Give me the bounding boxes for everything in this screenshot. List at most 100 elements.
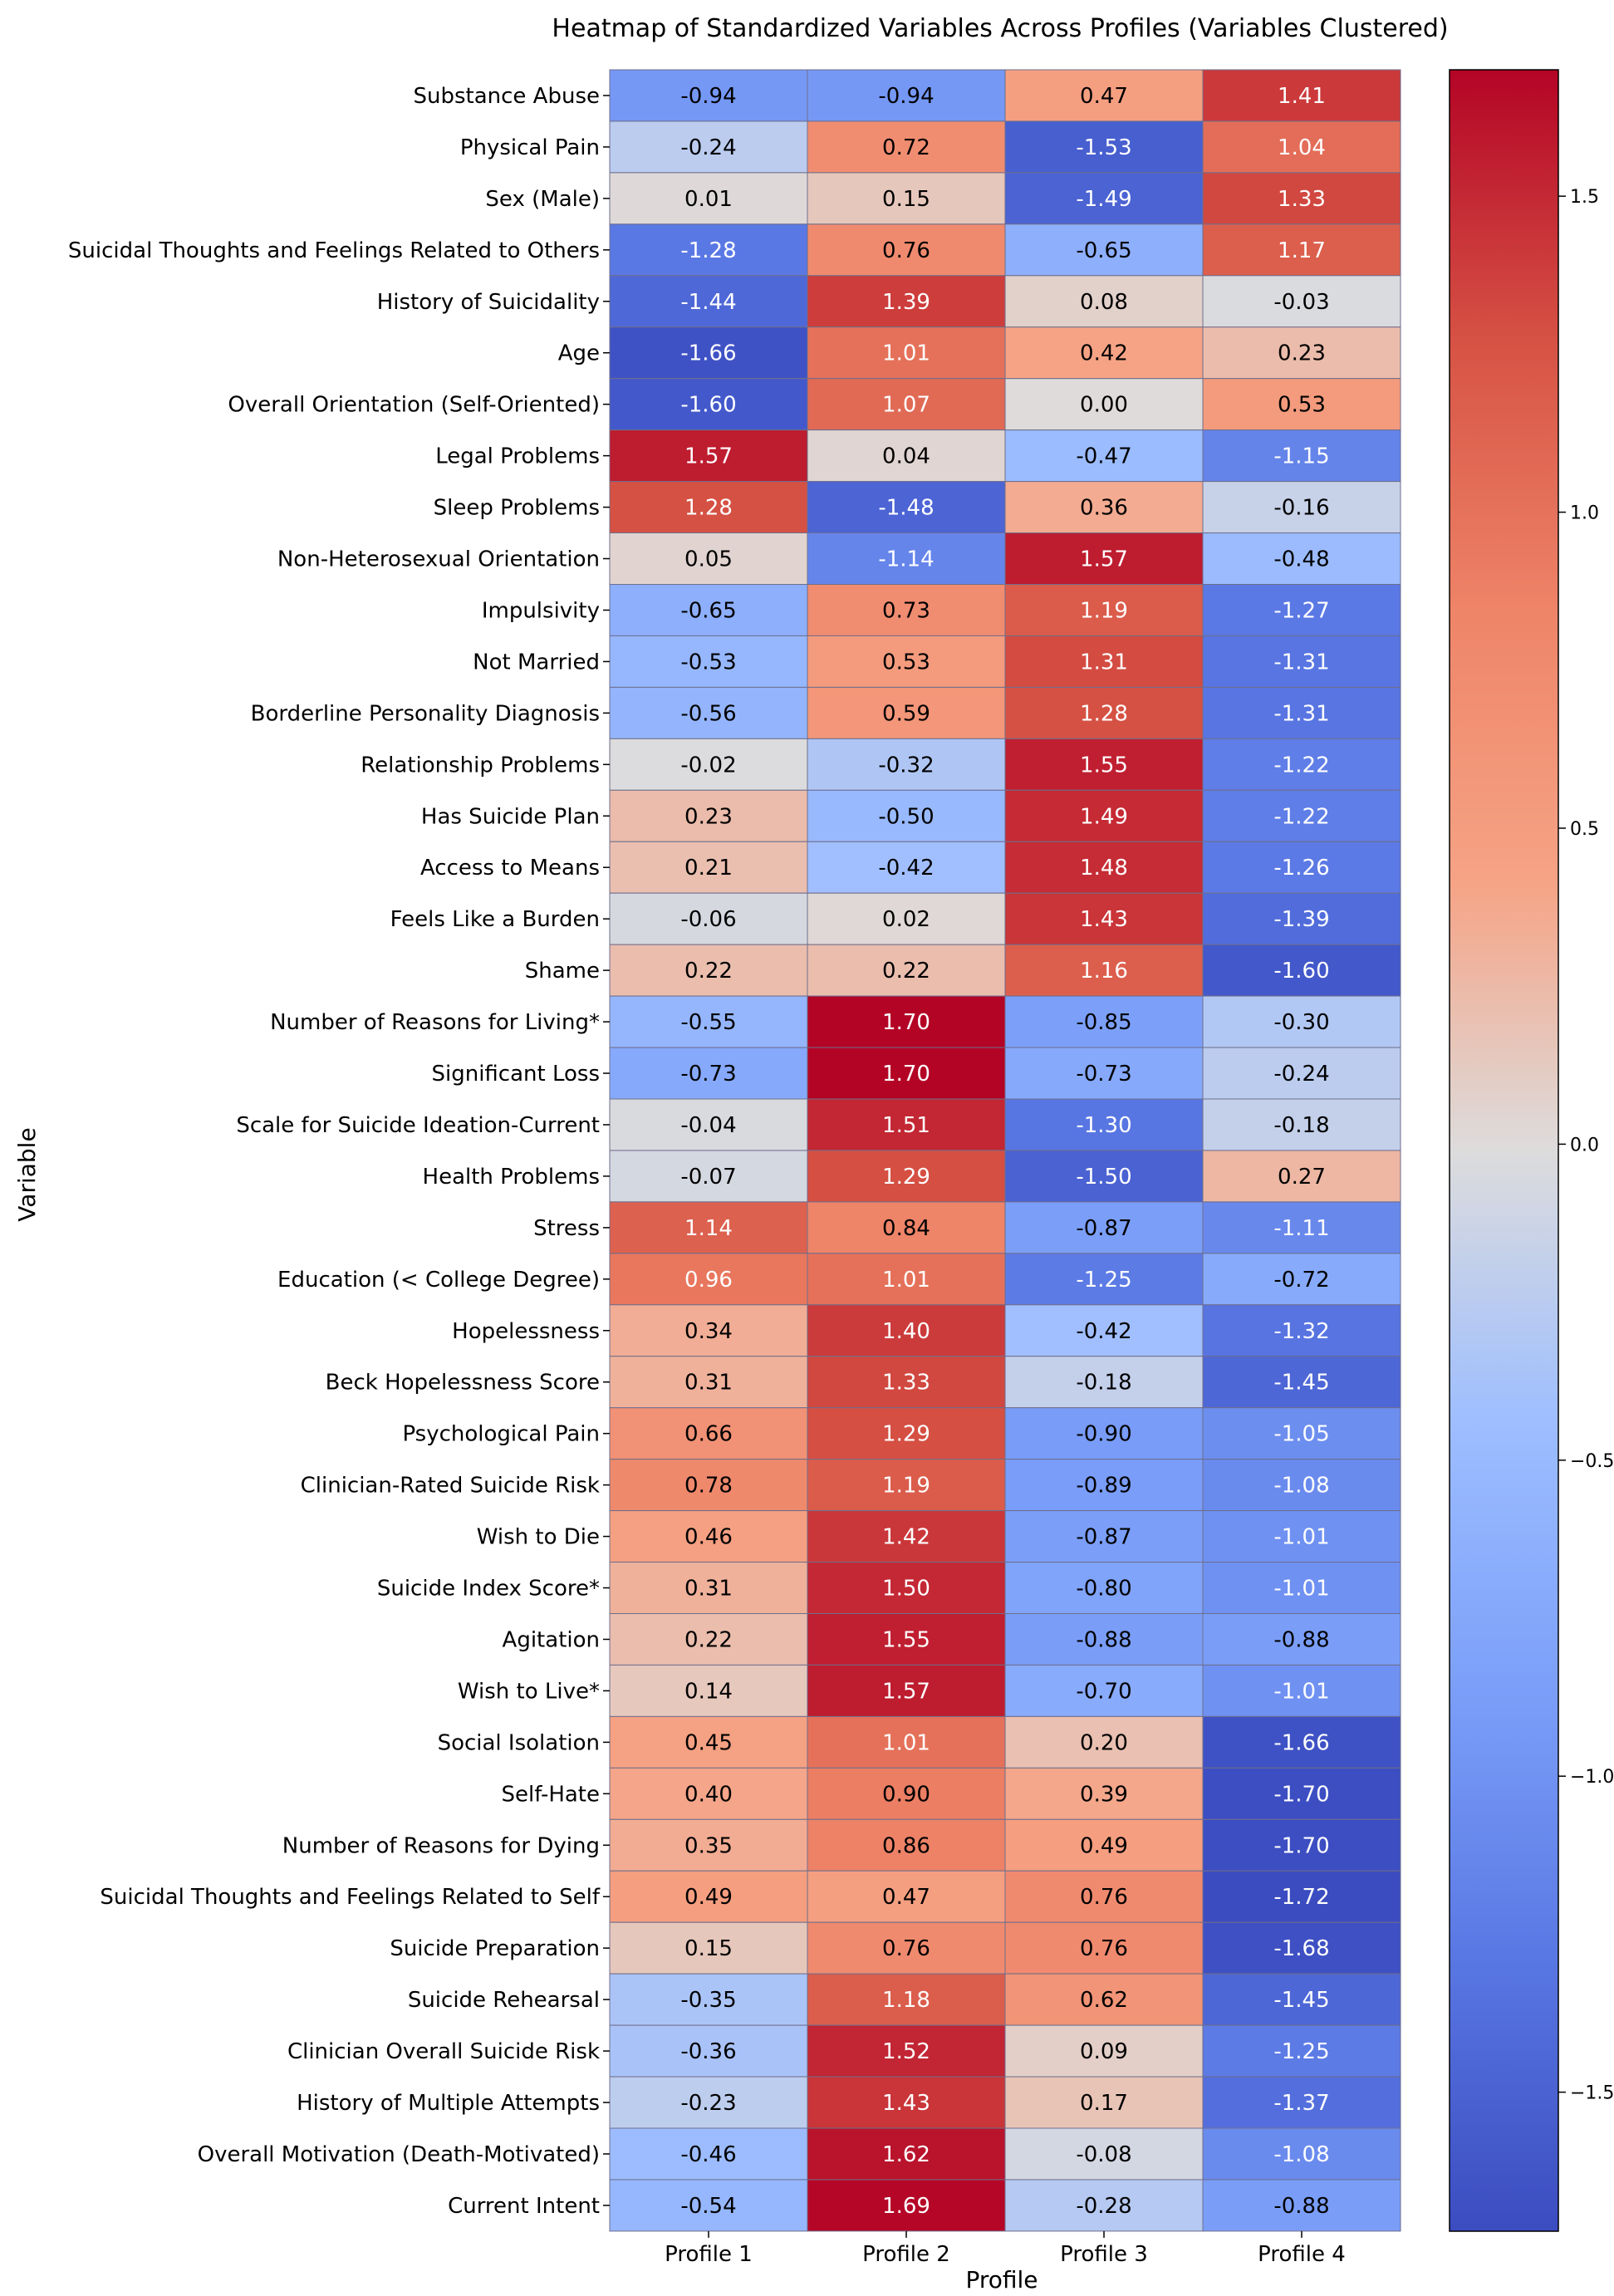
cell-value-label: -0.42 — [1076, 1319, 1131, 1344]
row-label: Wish to Die — [477, 1525, 600, 1550]
cell-value-label: -1.45 — [1273, 1988, 1329, 2013]
heatmap-cell — [1004, 1201, 1204, 1254]
heatmap-cell — [1202, 944, 1401, 997]
cell-value-label: -0.28 — [1076, 2194, 1131, 2219]
heatmap-cell — [807, 120, 1006, 174]
heatmap-cell — [807, 1253, 1006, 1306]
colorbar-ticks: 1.5 1.0 0.5 0.0 −0.5 −1.0 −1.5 — [1558, 187, 1614, 2104]
cell-value-label: -0.56 — [680, 701, 736, 726]
heatmap-cell — [609, 1047, 808, 1100]
cell-value-label: 0.21 — [684, 856, 733, 881]
column-label: Profile 4 — [1258, 2242, 1346, 2267]
y-axis-label: Variable — [13, 1127, 41, 1221]
heatmap-cell — [807, 69, 1006, 122]
cell-value-label: -1.25 — [1273, 2039, 1329, 2064]
row-label: History of Multiple Attempts — [297, 2091, 600, 2116]
heatmap-cell — [1004, 275, 1204, 328]
row-label: Suicide Index Score* — [377, 1577, 600, 1602]
heatmap-cell — [609, 1973, 808, 2026]
cell-value-label: -1.08 — [1273, 2142, 1329, 2167]
cell-value-label: -1.60 — [1273, 959, 1329, 984]
row-label: Psychological Pain — [402, 1422, 600, 1447]
cell-value-label: -0.89 — [1076, 1474, 1131, 1499]
cell-value-label: 1.28 — [1080, 701, 1128, 726]
cell-value-label: 0.49 — [1080, 1833, 1128, 1858]
heatmap-cell — [1202, 1613, 1401, 1666]
heatmap-cell — [1004, 1047, 1204, 1100]
cell-value-label: -0.03 — [1273, 290, 1329, 315]
heatmap-cell — [1202, 1818, 1401, 1872]
cell-value-label: 0.23 — [1278, 341, 1326, 366]
cell-value-label: -0.87 — [1076, 1525, 1131, 1550]
colorbar-tick-label: 1.0 — [1570, 503, 1599, 524]
cell-value-label: -0.53 — [680, 650, 736, 675]
heatmap-cell — [1202, 1870, 1401, 1923]
row-label: Sex (Male) — [485, 187, 600, 212]
heatmap-cell — [1202, 1715, 1401, 1769]
heatmap-cell — [609, 686, 808, 739]
heatmap-cell — [1004, 481, 1204, 534]
cell-value-label: -0.07 — [680, 1165, 736, 1190]
cell-value-label: 0.76 — [882, 1936, 930, 1961]
heatmap-cell — [1004, 1870, 1204, 1923]
heatmap-cell — [807, 2076, 1006, 2129]
cell-value-label: -0.24 — [680, 135, 736, 160]
heatmap-cell — [1004, 1921, 1204, 1975]
colorbar: 1.5 1.0 0.5 0.0 −0.5 −1.0 −1.5 — [1449, 69, 1614, 2232]
cell-value-label: 1.42 — [882, 1525, 930, 1550]
heatmap-cell — [1202, 892, 1401, 945]
heatmap-cell — [807, 1870, 1006, 1923]
heatmap-cell — [609, 1870, 808, 1923]
heatmap-cell — [1202, 995, 1401, 1048]
heatmap-cell — [1202, 1304, 1401, 1357]
heatmap-cell — [1004, 1664, 1204, 1717]
cell-value-label: 0.46 — [684, 1525, 733, 1550]
cell-value-label: 0.20 — [1080, 1730, 1128, 1755]
cell-value-label: 1.01 — [882, 1268, 930, 1293]
cell-value-label: -0.65 — [1076, 238, 1131, 263]
cell-value-label: -1.70 — [1273, 1833, 1329, 1858]
row-label: Sleep Problems — [434, 496, 600, 521]
cell-value-label: -0.30 — [1273, 1010, 1329, 1035]
cell-value-label: -0.90 — [1076, 1422, 1131, 1447]
heatmap-cell — [609, 1664, 808, 1717]
heatmap-cell — [1004, 1304, 1204, 1357]
heatmap-cell — [1004, 1098, 1204, 1151]
cell-value-label: 0.34 — [684, 1319, 733, 1344]
row-label: Social Isolation — [438, 1730, 600, 1755]
cell-value-label: -1.45 — [1273, 1371, 1329, 1396]
cell-value-label: 0.45 — [684, 1730, 733, 1755]
heatmap-cell — [609, 1613, 808, 1666]
heatmap-cell — [807, 1767, 1006, 1820]
cell-value-label: -1.08 — [1273, 1474, 1329, 1499]
cell-value-label: 0.86 — [882, 1833, 930, 1858]
cell-value-label: -0.46 — [680, 2142, 736, 2167]
cell-value-label: -1.05 — [1273, 1422, 1329, 1447]
cell-value-label: 1.29 — [882, 1165, 930, 1190]
row-label: Shame — [525, 959, 600, 984]
cell-value-label: 1.39 — [882, 290, 930, 315]
heatmap-cell — [1202, 1150, 1401, 1203]
cell-value-label: 0.17 — [1080, 2091, 1128, 2116]
heatmap-cell — [1202, 326, 1401, 380]
cell-value-label: -0.18 — [1076, 1371, 1131, 1396]
colorbar-tick-label: −1.0 — [1570, 1767, 1614, 1788]
heatmap-cell — [1004, 2179, 1204, 2232]
cell-value-label: -0.32 — [878, 753, 934, 778]
cell-value-label: 1.49 — [1080, 804, 1128, 829]
cell-value-label: -0.85 — [1076, 1010, 1131, 1035]
row-label: Education (< College Degree) — [277, 1268, 600, 1293]
heatmap-cell — [609, 2127, 808, 2181]
cell-value-label: 0.47 — [882, 1885, 930, 1910]
cell-value-label: -0.50 — [878, 804, 934, 829]
row-label: Overall Orientation (Self-Oriented) — [228, 393, 600, 418]
cell-value-label: 0.76 — [882, 238, 930, 263]
cell-value-label: 1.41 — [1278, 84, 1326, 109]
colorbar-tick-label: 0.5 — [1570, 819, 1599, 840]
cell-value-label: -1.44 — [680, 290, 736, 315]
cell-value-label: -1.14 — [878, 547, 934, 572]
colorbar-tick-label: −0.5 — [1570, 1451, 1614, 1472]
column-label: Profile 2 — [862, 2242, 950, 2267]
cell-value-label: -1.15 — [1273, 444, 1329, 469]
row-label: History of Suicidality — [377, 290, 600, 315]
